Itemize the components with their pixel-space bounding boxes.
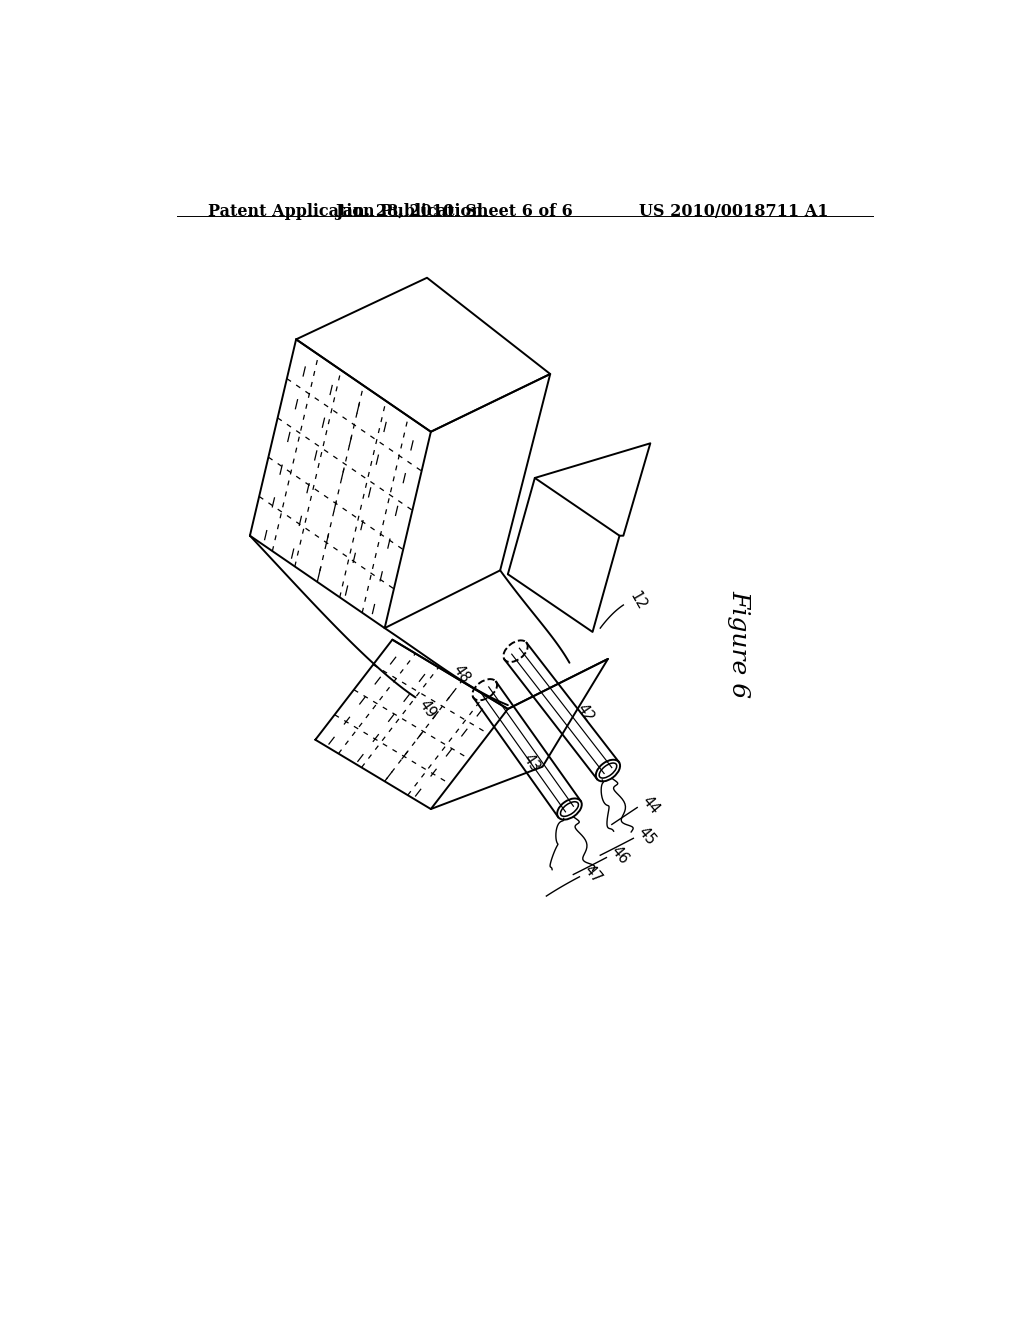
Text: Patent Application Publication: Patent Application Publication [208, 203, 482, 220]
Text: 48: 48 [451, 663, 473, 686]
Text: 44: 44 [639, 793, 663, 817]
Text: 47: 47 [581, 862, 604, 887]
Text: 12: 12 [628, 589, 649, 612]
Text: 43: 43 [519, 751, 543, 775]
Text: US 2010/0018711 A1: US 2010/0018711 A1 [639, 203, 828, 220]
Text: 49: 49 [416, 697, 438, 721]
Text: 46: 46 [608, 843, 632, 867]
Text: Figure 6: Figure 6 [727, 590, 751, 698]
Text: Jan. 28, 2010  Sheet 6 of 6: Jan. 28, 2010 Sheet 6 of 6 [335, 203, 572, 220]
Text: 42: 42 [573, 701, 596, 725]
Text: 45: 45 [635, 824, 658, 847]
